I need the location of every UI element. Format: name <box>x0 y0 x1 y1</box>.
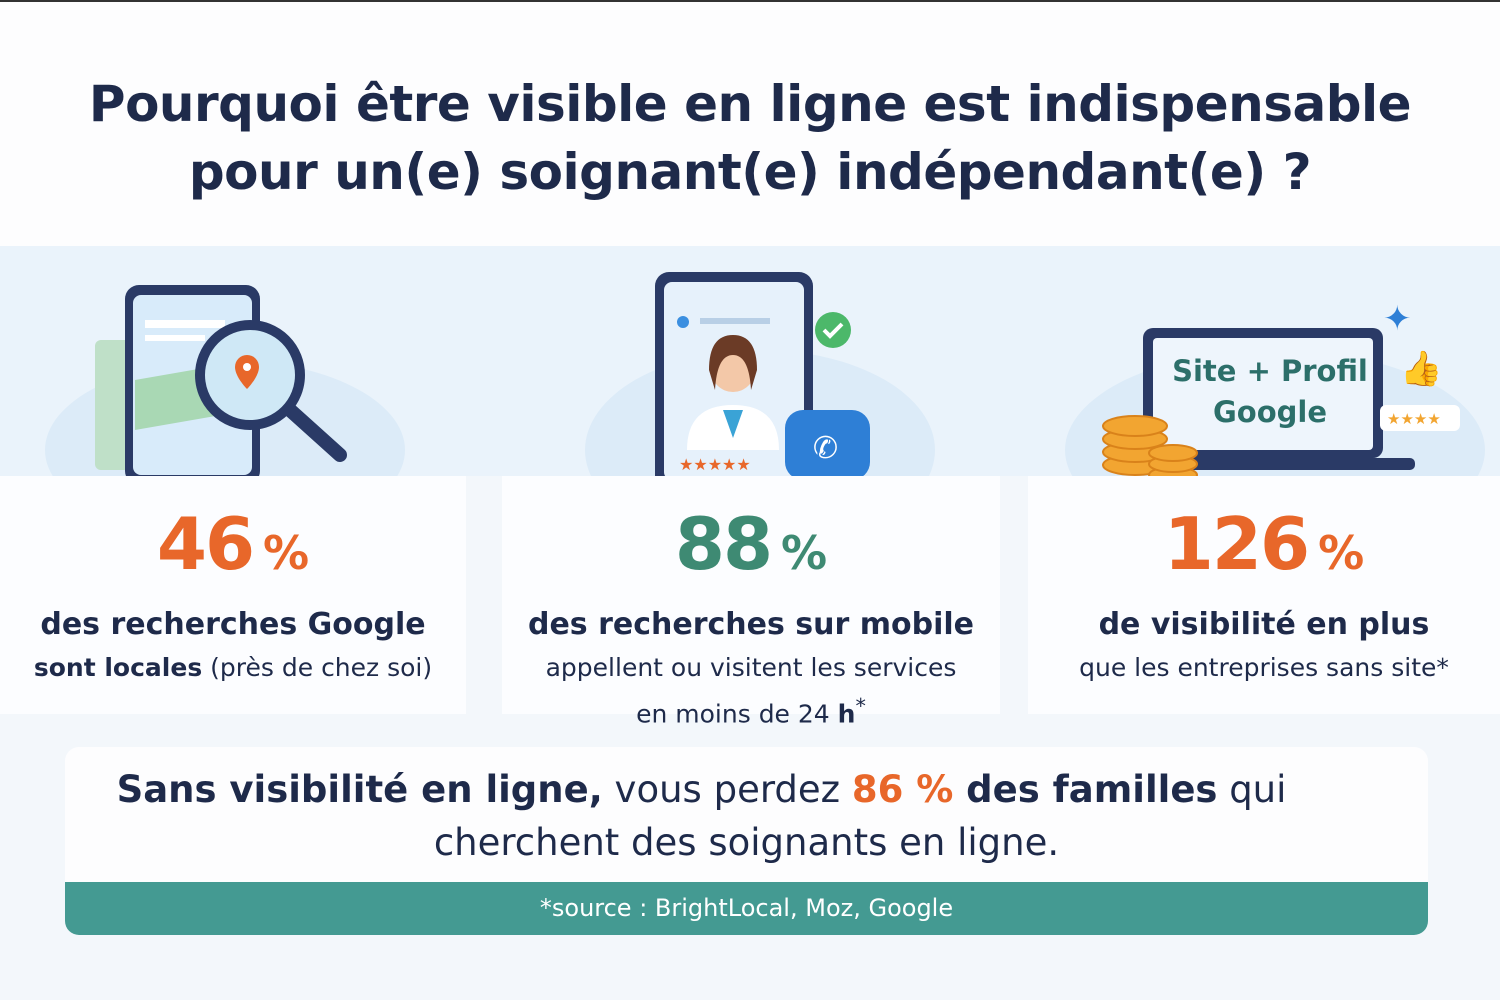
phone-call-icon <box>785 410 870 480</box>
map-search-illustration <box>45 285 405 495</box>
laptop-screen-line2: Google <box>1213 395 1327 429</box>
checkmark-icon <box>815 312 851 348</box>
stat-card-mobile-searches: 88% des recherches sur mobile appellent … <box>502 476 1000 728</box>
stat-value: 46% <box>156 502 310 586</box>
header: Pourquoi être visible en ligne est indis… <box>0 0 1500 246</box>
page-title: Pourquoi être visible en ligne est indis… <box>88 75 1412 201</box>
conclusion-banner: Sans visibilité en ligne, vous perdez 86… <box>65 747 1428 935</box>
source-footer: *source : BrightLocal, Moz, Google <box>65 882 1428 935</box>
stat-value: 88% <box>674 502 828 586</box>
stat-card-local-searches: 46% des recherches Google sont locales (… <box>0 476 466 714</box>
laptop-screen-line1: Site + Profil <box>1172 354 1368 388</box>
location-pin-icon <box>235 355 259 389</box>
svg-text:✆: ✆ <box>813 431 838 466</box>
sparkle-icon: ✦ <box>1383 299 1412 339</box>
conclusion-text: Sans visibilité en ligne, vous perdez 86… <box>116 768 1287 864</box>
rating-badge <box>1380 405 1460 431</box>
magnifier-icon <box>283 403 347 462</box>
rating-stars-icon: ★★★★ <box>1387 410 1441 428</box>
rating-stars-icon: ★★★★★ <box>679 455 751 474</box>
stat-value: 126% <box>1163 502 1365 586</box>
laptop-illustration: Site + Profil Google ★★★★ 👍 ✦ <box>1065 299 1485 495</box>
thumbs-up-icon: 👍 <box>1400 349 1442 389</box>
mobile-nurse-illustration: ★★★★★ ✆ <box>585 272 935 495</box>
coins-icon <box>1102 415 1198 484</box>
stat-card-visibility: 126% de visibilité en plus que les entre… <box>1028 476 1500 714</box>
